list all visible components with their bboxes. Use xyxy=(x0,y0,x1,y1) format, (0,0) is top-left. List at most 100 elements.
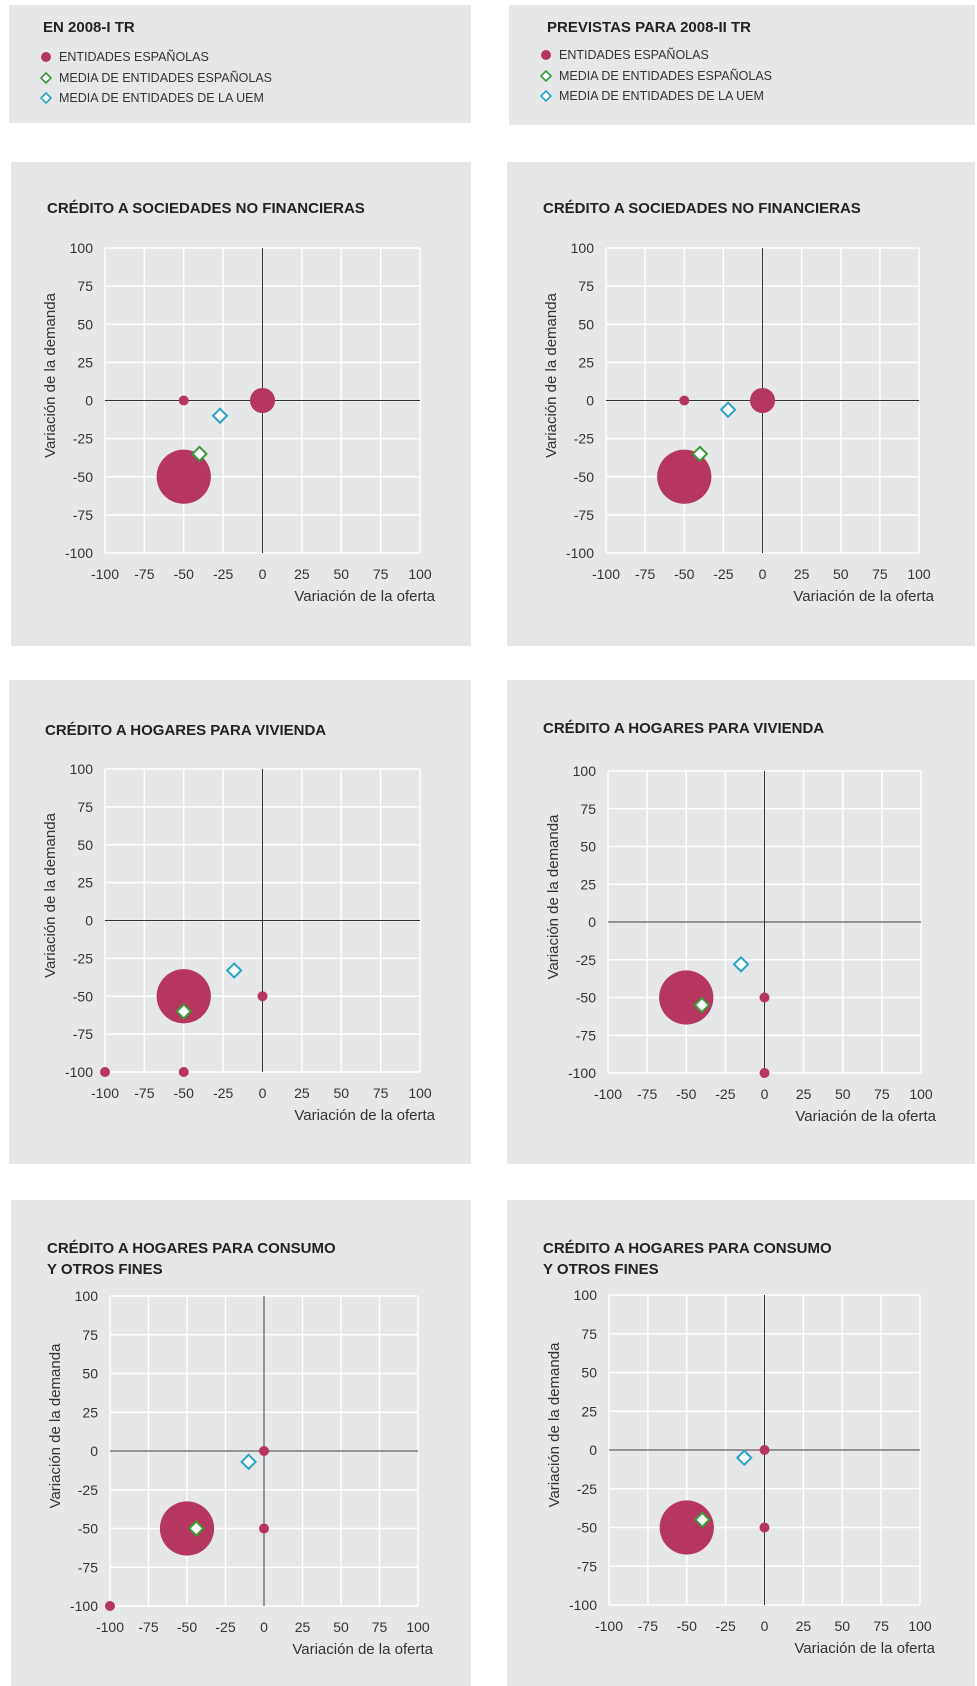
y-tick-label: -50 xyxy=(576,990,596,1006)
x-tick-label: 0 xyxy=(259,566,267,582)
legend-panel-current: EN 2008-I TR ENTIDADES ESPAÑOLAS MEDIA D… xyxy=(9,5,471,123)
x-axis-label: Variación de la oferta xyxy=(292,1641,433,1658)
entity-point xyxy=(659,970,714,1025)
y-tick-label: -50 xyxy=(73,469,93,485)
entity-point xyxy=(105,1601,115,1611)
y-tick-label: -25 xyxy=(73,431,93,447)
y-tick-label: -75 xyxy=(577,1558,597,1574)
chart-title: CRÉDITO A SOCIEDADES NO FINANCIERAS xyxy=(47,200,365,217)
y-tick-label: 100 xyxy=(70,240,94,256)
spanish-mean-point xyxy=(175,1002,193,1020)
chart-panel-5: CRÉDITO A HOGARES PARA CONSUMO Y OTROS F… xyxy=(11,1200,471,1686)
y-axis-label: Variación de la demanda xyxy=(546,1342,563,1507)
x-tick-label: 25 xyxy=(794,566,810,582)
spanish-mean-point xyxy=(191,445,208,463)
x-tick-label: -25 xyxy=(213,566,233,582)
x-tick-label: -25 xyxy=(715,1086,735,1102)
y-tick-label: 0 xyxy=(588,914,596,930)
y-tick-label: -50 xyxy=(574,469,594,485)
entity-point xyxy=(657,449,712,504)
entity-point xyxy=(249,387,276,414)
chart-title: CRÉDITO A HOGARES PARA VIVIENDA xyxy=(543,720,825,737)
x-tick-label: 75 xyxy=(872,566,888,582)
entity-point xyxy=(259,1523,269,1534)
x-tick-label: 25 xyxy=(294,1085,310,1101)
legend-item-entities: ENTIDADES ESPAÑOLAS xyxy=(39,50,209,64)
x-tick-label: -25 xyxy=(716,1618,736,1634)
entity-point xyxy=(259,1446,269,1456)
chart-title: CRÉDITO A HOGARES PARA CONSUMO Y OTROS F… xyxy=(47,1240,336,1278)
entity-point xyxy=(679,395,690,406)
y-tick-label: 25 xyxy=(82,1404,98,1420)
y-tick-label: -50 xyxy=(577,1520,597,1536)
legend-label: MEDIA DE ENTIDADES ESPAÑOLAS xyxy=(59,71,273,85)
y-tick-label: -75 xyxy=(73,507,93,523)
x-tick-label: -75 xyxy=(635,566,655,582)
y-tick-label: 25 xyxy=(580,876,596,892)
x-tick-label: -100 xyxy=(595,1618,623,1634)
x-tick-label: -75 xyxy=(134,566,154,582)
x-tick-label: 100 xyxy=(909,1086,933,1102)
legend-item-uem-mean: MEDIA DE ENTIDADES DE LA UEM xyxy=(39,91,264,105)
x-tick-label: -50 xyxy=(177,1619,197,1635)
x-tick-label: 0 xyxy=(759,566,767,582)
y-tick-label: -25 xyxy=(78,1482,98,1498)
legend-panel-forecast: PREVISTAS PARA 2008-II TR ENTIDADES ESPA… xyxy=(509,5,975,125)
x-tick-label: 25 xyxy=(295,1619,311,1635)
x-tick-label: 25 xyxy=(796,1618,812,1634)
entity-point xyxy=(659,1500,714,1555)
x-tick-label: -100 xyxy=(96,1619,124,1635)
y-tick-label: -25 xyxy=(577,1481,597,1497)
legend-label: MEDIA DE ENTIDADES DE LA UEM xyxy=(59,91,264,105)
legend-item-spanish-mean: MEDIA DE ENTIDADES ESPAÑOLAS xyxy=(539,69,772,83)
legend-label: MEDIA DE ENTIDADES ESPAÑOLAS xyxy=(559,69,773,83)
y-tick-label: 25 xyxy=(77,875,93,891)
chart-panel-1: CRÉDITO A SOCIEDADES NO FINANCIERAS xyxy=(11,162,471,646)
entity-point xyxy=(749,387,776,414)
y-tick-label: 50 xyxy=(578,316,594,332)
y-tick-label: 25 xyxy=(581,1403,597,1419)
x-tick-label: -100 xyxy=(594,1086,622,1102)
x-tick-label: -50 xyxy=(677,1618,697,1634)
x-tick-label: -100 xyxy=(91,1085,119,1101)
entity-point xyxy=(100,1067,110,1077)
diamond-green-icon xyxy=(39,71,53,85)
uem-mean-point xyxy=(732,955,750,973)
uem-mean-point xyxy=(719,401,737,419)
x-tick-label: 100 xyxy=(406,1619,430,1635)
legend-title: EN 2008-I TR xyxy=(43,19,135,36)
entity-point xyxy=(257,991,268,1002)
legend-title: PREVISTAS PARA 2008-II TR xyxy=(547,19,751,36)
legend-label: MEDIA DE ENTIDADES DE LA UEM xyxy=(559,89,764,103)
x-tick-label: -75 xyxy=(637,1086,657,1102)
uem-mean-point xyxy=(735,1449,753,1467)
x-tick-label: -25 xyxy=(215,1619,235,1635)
x-tick-label: 75 xyxy=(373,566,389,582)
y-tick-label: 50 xyxy=(581,1365,597,1381)
y-tick-label: 100 xyxy=(573,763,597,779)
y-tick-label: 100 xyxy=(574,1287,598,1303)
y-tick-label: -75 xyxy=(574,507,594,523)
y-tick-label: -75 xyxy=(73,1026,93,1042)
x-tick-label: 75 xyxy=(372,1619,388,1635)
x-tick-label: -50 xyxy=(674,566,694,582)
y-tick-label: 25 xyxy=(578,354,594,370)
dot-icon xyxy=(41,52,51,62)
y-tick-label: -75 xyxy=(576,1027,596,1043)
x-axis-label: Variación de la oferta xyxy=(794,1640,935,1657)
y-tick-label: 100 xyxy=(571,240,595,256)
entity-point xyxy=(178,1067,189,1077)
y-tick-label: 0 xyxy=(90,1443,98,1459)
y-tick-label: 75 xyxy=(580,801,596,817)
x-tick-label: -75 xyxy=(638,1618,658,1634)
x-tick-label: 50 xyxy=(833,566,849,582)
y-axis-label: Variación de la demanda xyxy=(42,292,59,457)
x-tick-label: 50 xyxy=(835,1086,851,1102)
entity-point xyxy=(759,1068,770,1078)
chart-panel-3: CRÉDITO A HOGARES PARA VIVIENDA xyxy=(9,680,471,1164)
y-tick-label: -100 xyxy=(65,545,93,561)
x-tick-label: 50 xyxy=(333,1619,349,1635)
y-axis-label: Variación de la demanda xyxy=(42,812,59,977)
y-tick-label: 50 xyxy=(580,839,596,855)
uem-mean-point xyxy=(240,1453,258,1471)
